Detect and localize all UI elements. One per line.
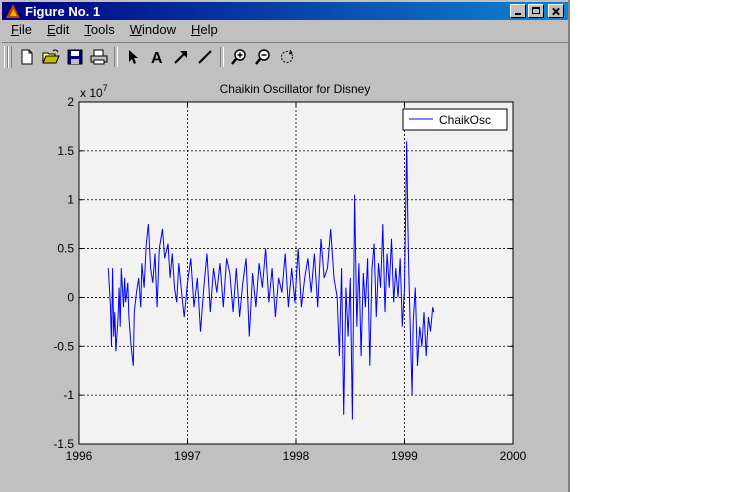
toolbar-separator <box>220 47 224 67</box>
menu-window[interactable]: Window <box>129 22 176 37</box>
axes-frame <box>78 101 514 445</box>
axes-background[interactable] <box>79 102 513 444</box>
x-tick-label: 1996 <box>66 449 93 463</box>
menu-help[interactable]: Help <box>190 22 218 37</box>
y-tick-label: -1 <box>63 388 74 402</box>
x-tick-label: 1998 <box>283 449 310 463</box>
zoom-in-icon[interactable] <box>228 47 250 67</box>
x-tick-label: 1997 <box>174 449 201 463</box>
window-title: Figure No. 1 <box>25 3 101 19</box>
chart-title: Chaikin Oscillator for Disney <box>220 82 371 96</box>
matlab-logo-icon <box>6 4 20 18</box>
close-icon[interactable] <box>548 4 564 18</box>
y-tick-label: -0.5 <box>53 339 74 353</box>
series-group <box>107 141 435 420</box>
x-tick-label: 1999 <box>391 449 418 463</box>
save-icon[interactable] <box>64 47 86 67</box>
menu-bar: File Edit Tools Window Help <box>2 21 568 39</box>
toolbar-grip[interactable] <box>8 46 12 68</box>
insert-text-label: A <box>151 50 163 65</box>
y-tick-label: 1.5 <box>57 144 74 158</box>
legend-entry: ChaikOsc <box>439 113 491 127</box>
x-tick-label: 2000 <box>500 449 527 463</box>
toolbar: A <box>2 42 568 70</box>
print-icon[interactable] <box>88 47 110 67</box>
legend-box <box>402 108 508 131</box>
insert-text-icon[interactable]: A <box>146 47 168 67</box>
chart: 1996 1997 1998 1999 2000-1.5-1-0.500.511.52 … <box>53 82 526 463</box>
axis-ticks: 1996 1997 1998 1999 2000 -1.5 -1 -0.5 0 0.5 1 1.5 2 <box>53 95 526 463</box>
grid <box>79 102 513 444</box>
toolbar-grip[interactable] <box>4 46 8 68</box>
menu-tools[interactable]: Tools <box>84 22 115 37</box>
series-line-chaikosc <box>107 141 435 420</box>
y-tick-label: 0 <box>67 290 74 304</box>
rotate-3d-icon[interactable] <box>276 47 298 67</box>
toolbar-separator <box>114 47 118 67</box>
zoom-out-icon[interactable] <box>252 47 274 67</box>
title-bar[interactable]: Figure No. 1 <box>2 2 568 20</box>
insert-line-icon[interactable] <box>194 47 216 67</box>
menu-file[interactable]: File <box>11 22 32 37</box>
select-arrow-icon[interactable] <box>122 47 144 67</box>
y-tick-label: 1 <box>67 193 74 207</box>
y-exponent-label: x 107 <box>80 83 108 100</box>
y-tick-label: 2 <box>67 95 74 109</box>
y-tick-label: 0.5 <box>57 242 74 256</box>
insert-arrow-icon[interactable] <box>170 47 192 67</box>
legend[interactable]: ChaikOsc <box>402 108 508 131</box>
maximize-icon[interactable] <box>528 4 544 18</box>
menu-edit[interactable]: Edit <box>46 22 70 37</box>
open-folder-icon[interactable] <box>40 47 62 67</box>
minimize-icon[interactable] <box>510 4 526 18</box>
y-tick-label: -1.5 <box>53 437 74 451</box>
new-file-icon[interactable] <box>16 47 38 67</box>
